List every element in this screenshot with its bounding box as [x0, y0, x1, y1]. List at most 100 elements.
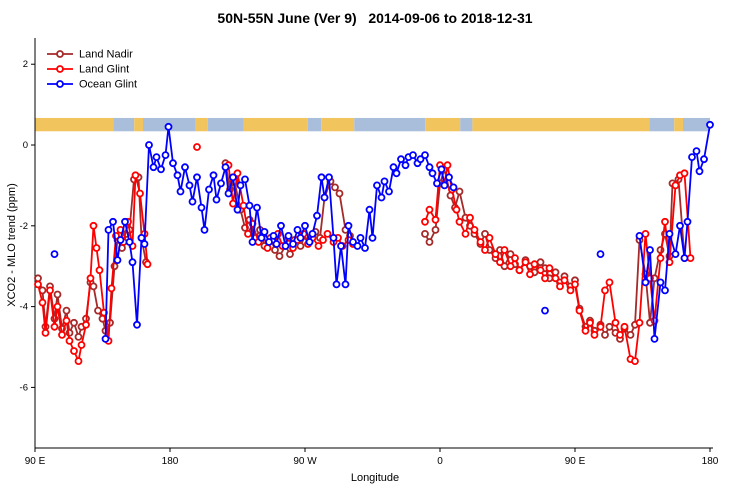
data-point	[530, 260, 539, 269]
data-point	[433, 179, 441, 188]
data-point	[34, 274, 42, 283]
data-point	[368, 233, 377, 242]
data-point	[265, 238, 273, 246]
strip-ocean-segment	[683, 117, 710, 132]
data-point	[245, 201, 254, 210]
data-point	[661, 217, 669, 226]
data-point	[440, 181, 449, 190]
series-land-glint	[34, 143, 695, 366]
data-point	[680, 254, 689, 263]
data-point	[566, 286, 575, 295]
data-point	[329, 233, 338, 242]
data-point	[641, 278, 650, 287]
data-point	[281, 242, 290, 250]
data-point	[596, 250, 605, 259]
data-point	[389, 163, 398, 172]
data-point	[46, 286, 54, 295]
data-point	[34, 280, 42, 289]
data-point	[661, 286, 669, 295]
data-point	[272, 240, 281, 248]
data-point	[317, 173, 326, 182]
data-point	[671, 181, 680, 190]
data-point	[656, 278, 665, 287]
data-point	[421, 217, 429, 226]
data-point	[491, 250, 500, 259]
data-point	[365, 205, 374, 214]
data-point	[421, 229, 429, 238]
data-point	[131, 171, 140, 180]
data-point	[461, 229, 470, 238]
data-point	[92, 244, 101, 252]
data-point	[421, 151, 429, 160]
series-ocean-glint	[50, 120, 714, 343]
x-tick-label: 90 W	[293, 456, 317, 467]
legend-marker-icon	[56, 80, 64, 88]
data-point	[217, 179, 225, 188]
data-point	[545, 264, 554, 273]
data-point	[541, 274, 549, 283]
data-point	[263, 244, 272, 252]
data-point	[601, 330, 609, 339]
x-tick-label: 90 E	[565, 456, 586, 467]
data-point	[452, 205, 461, 214]
data-point	[616, 330, 624, 339]
data-point	[626, 330, 635, 339]
x-tick-label: 0	[437, 456, 443, 467]
y-tick-label: -2	[20, 221, 28, 232]
data-point	[101, 334, 110, 343]
data-point	[496, 258, 504, 267]
data-point	[248, 238, 257, 246]
data-point	[635, 318, 644, 327]
legend-label: Land Nadir	[79, 49, 133, 61]
data-point	[296, 233, 305, 242]
data-point	[301, 221, 309, 230]
data-point	[431, 225, 440, 234]
data-point	[313, 211, 321, 220]
data-point	[373, 181, 381, 190]
data-point	[581, 326, 590, 335]
data-point	[635, 231, 644, 240]
data-point	[257, 233, 266, 242]
strip-ocean-segment	[354, 117, 426, 132]
data-point	[331, 183, 339, 192]
data-point	[683, 217, 692, 226]
data-point	[586, 318, 594, 327]
data-point	[428, 169, 437, 178]
data-point	[361, 244, 369, 252]
data-point	[197, 203, 206, 212]
data-point	[70, 347, 78, 355]
data-point	[377, 193, 386, 202]
legend-marker-icon	[56, 65, 64, 73]
strip-land-segment	[674, 117, 683, 132]
data-point	[551, 274, 560, 283]
data-point	[89, 282, 98, 291]
data-point	[277, 221, 285, 230]
data-point	[161, 151, 170, 160]
data-point	[575, 306, 584, 315]
data-point	[140, 240, 149, 248]
y-tick-label: -6	[20, 382, 28, 393]
data-point	[596, 322, 605, 331]
x-tick-label: 180	[702, 456, 719, 467]
data-point	[236, 181, 245, 190]
data-point	[164, 122, 173, 131]
data-point	[50, 322, 59, 331]
data-point	[560, 276, 569, 285]
data-point	[107, 284, 116, 293]
data-point	[526, 270, 534, 279]
data-point	[53, 290, 62, 299]
data-point	[349, 238, 357, 246]
data-point	[671, 250, 680, 259]
data-point	[289, 240, 297, 248]
data-point	[700, 155, 708, 164]
data-point	[445, 173, 453, 182]
data-point	[77, 341, 86, 349]
legend-label: Ocean Glint	[79, 79, 137, 91]
data-point	[233, 205, 242, 214]
land-ocean-strip	[35, 117, 710, 132]
data-point	[455, 217, 464, 226]
data-point	[571, 280, 579, 289]
data-point	[50, 250, 59, 259]
strip-land-segment	[134, 117, 143, 132]
